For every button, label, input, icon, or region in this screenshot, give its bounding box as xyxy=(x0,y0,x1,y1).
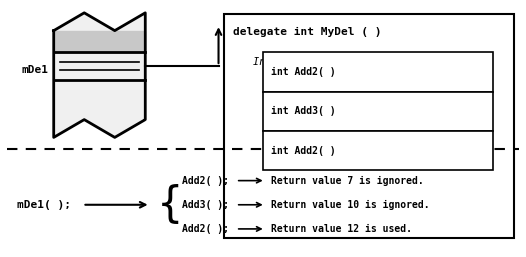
Polygon shape xyxy=(54,13,145,137)
Text: mDe1: mDe1 xyxy=(22,65,48,75)
Text: Return value 7 is ignored.: Return value 7 is ignored. xyxy=(271,176,423,186)
Text: Add2( );: Add2( ); xyxy=(182,224,229,234)
Text: Return value 12 is used.: Return value 12 is used. xyxy=(271,224,412,234)
Bar xyxy=(263,92,493,131)
Text: delegate int MyDel ( ): delegate int MyDel ( ) xyxy=(233,27,382,37)
Text: Invocation List: Invocation List xyxy=(252,57,346,67)
Text: int Add2( ): int Add2( ) xyxy=(271,146,336,156)
Bar xyxy=(263,52,493,92)
Text: int Add3( ): int Add3( ) xyxy=(271,106,336,116)
Polygon shape xyxy=(54,31,145,52)
Bar xyxy=(224,14,514,238)
Text: Add3( );: Add3( ); xyxy=(182,200,229,210)
Text: Return value 10 is ignored.: Return value 10 is ignored. xyxy=(271,200,429,210)
Text: Add2( );: Add2( ); xyxy=(182,176,229,186)
Text: mDe1( );: mDe1( ); xyxy=(17,200,71,210)
Text: int Add2( ): int Add2( ) xyxy=(271,67,336,77)
Text: {: { xyxy=(157,184,184,226)
Bar xyxy=(263,131,493,170)
